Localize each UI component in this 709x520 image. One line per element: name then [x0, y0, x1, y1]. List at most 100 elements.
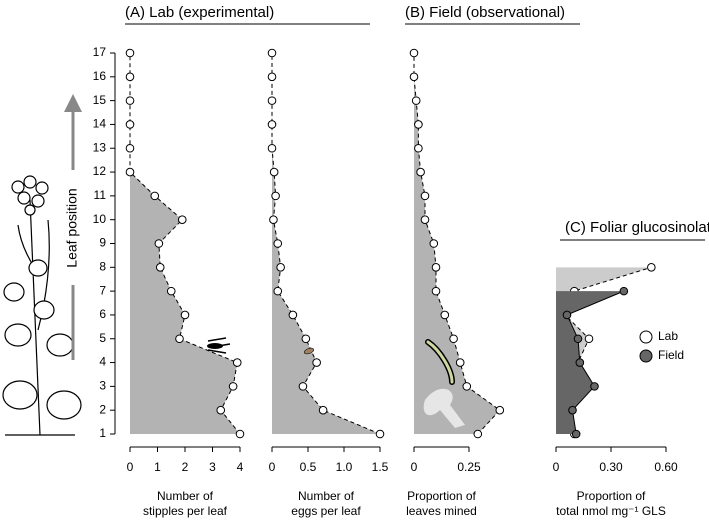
point	[155, 263, 165, 272]
y-tick-label: 8	[99, 259, 106, 273]
point	[267, 72, 277, 82]
point	[409, 48, 419, 58]
point	[125, 143, 135, 153]
point	[228, 382, 238, 391]
point	[276, 263, 285, 272]
point	[431, 263, 441, 272]
point	[455, 358, 465, 367]
point	[414, 143, 423, 153]
x-tick-label: 1.5	[372, 460, 389, 474]
point	[584, 334, 594, 344]
legend-label: Field	[658, 348, 684, 362]
point	[125, 96, 135, 105]
point	[562, 310, 572, 320]
point	[409, 72, 419, 82]
point	[420, 215, 430, 224]
y-tick-label: 1	[99, 426, 106, 440]
point	[267, 120, 277, 129]
x-axis-label: stipples per leaf	[143, 504, 228, 518]
point	[431, 286, 441, 296]
point	[154, 239, 164, 248]
x-tick-label: 1.0	[336, 460, 353, 474]
legend-marker	[639, 330, 653, 344]
y-tick-label: 7	[99, 283, 106, 297]
point	[420, 191, 430, 201]
x-tick-label: 0	[411, 460, 418, 474]
x-tick-label: 4	[237, 460, 244, 474]
panel-title: (B) Field (observational)	[405, 4, 565, 21]
y-tick-label: 16	[93, 69, 107, 83]
x-tick-label: 3	[209, 460, 216, 474]
point	[271, 191, 280, 201]
point	[575, 358, 585, 367]
point	[177, 215, 187, 224]
y-tick-label: 9	[99, 236, 106, 250]
point	[375, 429, 385, 439]
x-tick-label: 0.5	[300, 460, 317, 474]
point	[269, 167, 279, 177]
y-axis-label: Leaf position	[64, 188, 80, 267]
x-axis-label: eggs per leaf	[291, 504, 361, 518]
leaf-position-arrow	[64, 94, 82, 360]
x-axis-label: Proportion of	[407, 489, 476, 503]
point	[216, 405, 226, 415]
x-tick-label: 0	[127, 460, 134, 474]
line	[413, 53, 501, 435]
y-tick-label: 6	[99, 307, 106, 321]
point	[125, 120, 135, 129]
point	[267, 48, 277, 58]
y-tick-label: 13	[93, 140, 107, 154]
panel-title: (A) Lab (experimental)	[125, 4, 274, 21]
point	[267, 143, 277, 153]
x-tick-label: 0.30	[599, 460, 623, 474]
x-tick-label: 0	[553, 460, 560, 474]
x-axis-label: Number of	[298, 489, 355, 503]
point	[440, 310, 450, 320]
point	[495, 405, 505, 415]
point	[571, 429, 581, 439]
point	[273, 286, 283, 296]
point	[301, 334, 311, 344]
y-tick-label: 3	[99, 379, 106, 393]
area	[130, 53, 240, 434]
point	[298, 382, 308, 391]
x-axis-label: Number of	[157, 489, 214, 503]
legend-marker	[639, 349, 653, 363]
point	[312, 358, 321, 367]
icons	[207, 337, 465, 428]
x-tick-label: 0	[269, 460, 276, 474]
y-tick-label: 10	[93, 212, 107, 226]
y-tick-label: 15	[93, 93, 107, 107]
x-axis-label: Proportion of	[577, 489, 646, 503]
x-tick-label: 0.25	[457, 460, 481, 474]
point	[647, 263, 656, 272]
x-tick-label: 0.60	[654, 460, 678, 474]
area	[556, 291, 624, 434]
legend-label: Lab	[658, 329, 678, 343]
point	[175, 334, 184, 344]
y-tick-label: 11	[94, 188, 107, 202]
point	[619, 286, 629, 296]
point	[235, 429, 245, 439]
y-tick-label: 2	[99, 402, 106, 416]
point	[318, 405, 328, 415]
point	[125, 167, 135, 177]
point	[462, 382, 472, 391]
y-tick-label: 17	[93, 45, 107, 59]
point	[414, 120, 423, 129]
point	[411, 96, 421, 105]
y-tick-label: 14	[93, 117, 107, 131]
panel-title: (C) Foliar glucosinolates	[565, 219, 709, 236]
point	[273, 239, 283, 248]
point	[269, 215, 278, 224]
point	[473, 429, 483, 439]
point	[125, 72, 135, 82]
point	[180, 310, 190, 320]
point	[150, 191, 160, 201]
x-tick-label: 1	[154, 460, 161, 474]
point	[416, 167, 425, 177]
y-tick-label: 5	[99, 331, 106, 345]
x-tick-label: 2	[182, 460, 189, 474]
